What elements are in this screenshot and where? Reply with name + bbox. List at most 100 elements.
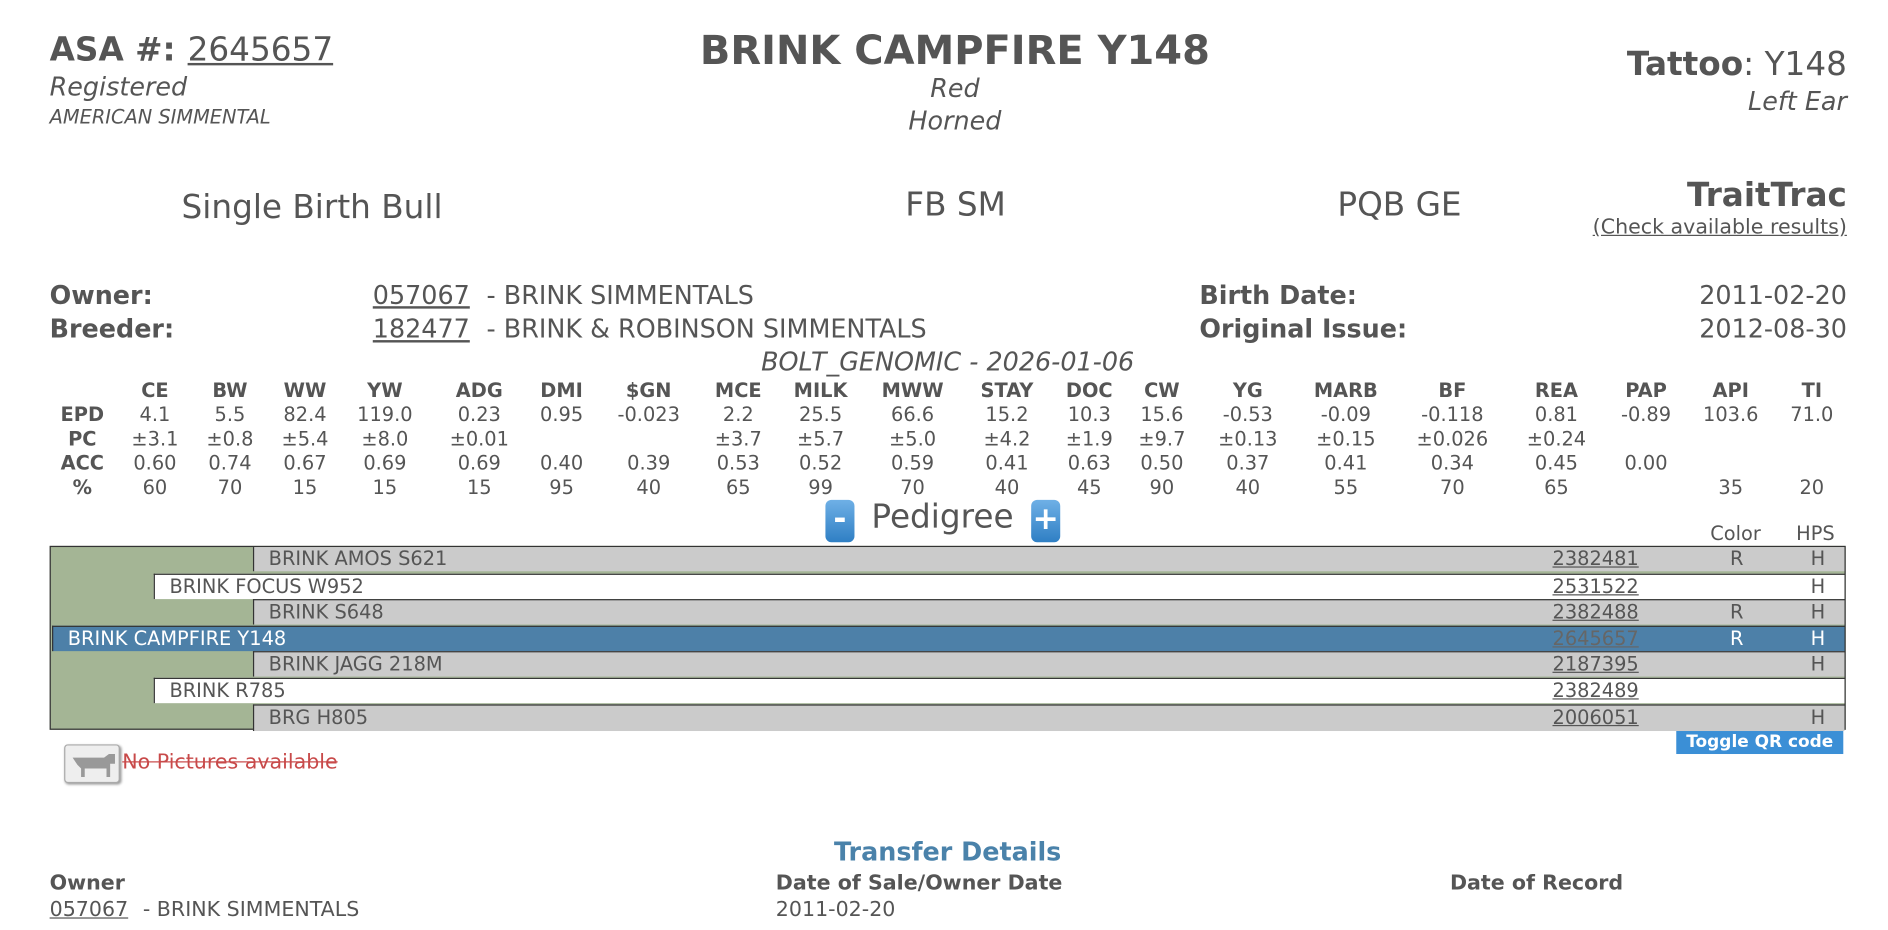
epd-value: ±5.0 [889,427,937,451]
epd-value: 0.63 [1067,451,1111,475]
epd-value: ±0.01 [449,427,509,451]
epd-column-header: BF [1438,378,1467,402]
epd-column-header: API [1712,378,1749,402]
pedigree-name[interactable]: BRINK CAMPFIRE Y148 [67,626,287,650]
transfer-owner-id[interactable]: 057067 [49,898,129,923]
no-picture-icon[interactable] [64,744,120,784]
epd-value: -0.89 [1620,403,1672,427]
collapse-button[interactable]: - [825,499,855,543]
color: Red [930,73,980,103]
epd-value: 66.6 [891,403,935,427]
pedigree-box: BRINK AMOS S621 2382481 R H BRINK FOCUS W952… [49,545,1846,731]
breeder-label: Breeder: [49,314,175,344]
registration-number[interactable]: 2382489 [1552,678,1639,702]
epd-value: 0.74 [208,451,252,475]
qr-toggle[interactable]: Toggle QR code [1676,731,1844,755]
epd-value: ±3.1 [131,427,179,451]
epd-value: ±0.13 [1218,427,1278,451]
tattoo: : Y148 [1743,45,1847,84]
registration-number[interactable]: 2382488 [1552,600,1639,624]
epd-column-header: DMI [540,378,583,402]
pedigree-name[interactable]: BRINK S648 [268,600,384,624]
epd-row-label: EPD [60,403,105,427]
epd-column-header: BW [212,378,248,402]
epd-value: 15 [466,475,492,499]
epd-row-label: % [72,475,93,499]
epd-value: 99 [808,475,833,499]
epd-column-header: WW [283,378,327,402]
registration-number[interactable]: 2645657 [1552,626,1639,650]
expand-button[interactable]: + [1031,499,1061,543]
pedigree-name[interactable]: BRINK FOCUS W952 [169,574,364,598]
epd-value: 0.41 [1324,451,1368,475]
epd-value: ±4.2 [983,427,1031,451]
epd-value: 0.45 [1534,451,1579,475]
epd-column-header: PAP [1625,378,1667,402]
epd-value: 15.2 [985,403,1029,427]
pedigree-name[interactable]: BRG H805 [268,705,369,729]
birth-date: 2011-02-20 [1699,280,1847,310]
epd-column-header: MWW [881,378,944,402]
epd-value: 71.0 [1790,403,1834,427]
asa-label: ASA #: [49,31,176,69]
breeder-id[interactable]: 182477 [372,314,470,344]
epd-value: ±5.7 [797,427,845,451]
original-issue: 2012-08-30 [1699,314,1847,344]
pedigree-row: BRINK S648 2382488 R H [252,599,1845,625]
traittrac-link[interactable]: (Check available results) [1592,215,1847,240]
epd-value: 0.53 [716,451,760,475]
owner-id[interactable]: 057067 [372,280,470,310]
traittrac: TraitTrac [1686,176,1847,215]
transfer-title: Transfer Details [833,837,1062,867]
epd-value: 70 [900,475,925,499]
asa-number[interactable]: 2645657 [187,31,334,69]
pedigree-color: R [1730,600,1744,624]
epd-column-header: DOC [1065,378,1113,402]
epd-value: ±3.7 [714,427,762,451]
epd-value: 95 [549,475,574,499]
status: Registered [49,72,188,102]
epd-column-header: MILK [793,378,848,402]
epd-value: 0.67 [283,451,327,475]
pedigree-name[interactable]: BRINK AMOS S621 [268,547,448,571]
owner-label: Owner: [49,280,153,310]
epd-value: -0.53 [1222,403,1273,427]
cow-icon [72,754,115,778]
transfer-header: Owner [49,871,125,896]
epd-value: 40 [994,475,1020,499]
epd-value: 0.69 [457,451,501,475]
transfer-owner-name: - BRINK SIMMENTALS [142,898,360,923]
epd-value: 0.39 [627,451,671,475]
registration-number[interactable]: 2382481 [1552,547,1639,571]
epd-value: 40 [636,475,662,499]
epd-value: 103.6 [1703,403,1759,427]
hps-header: HPS [1796,521,1835,545]
epd-column-header: CW [1144,378,1180,402]
epd-title: BOLT_GENOMIC - 2026-01-06 [761,347,1135,377]
pedigree-name[interactable]: BRINK R785 [169,678,286,702]
epd-value: 0.69 [363,451,407,475]
epd-value: ±8.0 [361,427,409,451]
tattoo-location: Left Ear [1748,87,1847,117]
epd-value: 0.23 [457,403,501,427]
color-header: Color [1710,521,1761,545]
registration-number[interactable]: 2006051 [1552,705,1639,729]
epd-value: 70 [1440,475,1465,499]
registration-number[interactable]: 2531522 [1552,574,1639,598]
epd-value: 0.00 [1624,451,1668,475]
epd-row-label: PC [68,427,97,451]
epd-value: 0.34 [1430,451,1474,475]
epd-value: 70 [217,475,243,499]
epd-value: 119.0 [357,403,413,427]
pedigree-row: BRINK AMOS S621 2382481 R H [252,547,1845,572]
original-issue-label: Original Issue: [1199,314,1408,344]
pedigree-row: BRG H805 2006051 H [252,703,1845,731]
pedigree-name[interactable]: BRINK JAGG 218M [268,652,443,676]
registration-number[interactable]: 2187395 [1552,652,1639,676]
pedigree-title: Pedigree [871,498,1014,537]
owner-name: - BRINK SIMMENTALS [486,280,754,310]
epd-value: ±0.15 [1316,427,1376,451]
epd-value: 90 [1149,475,1175,499]
epd-value: ±0.8 [206,427,254,451]
pedigree-hps: H [1810,574,1826,598]
